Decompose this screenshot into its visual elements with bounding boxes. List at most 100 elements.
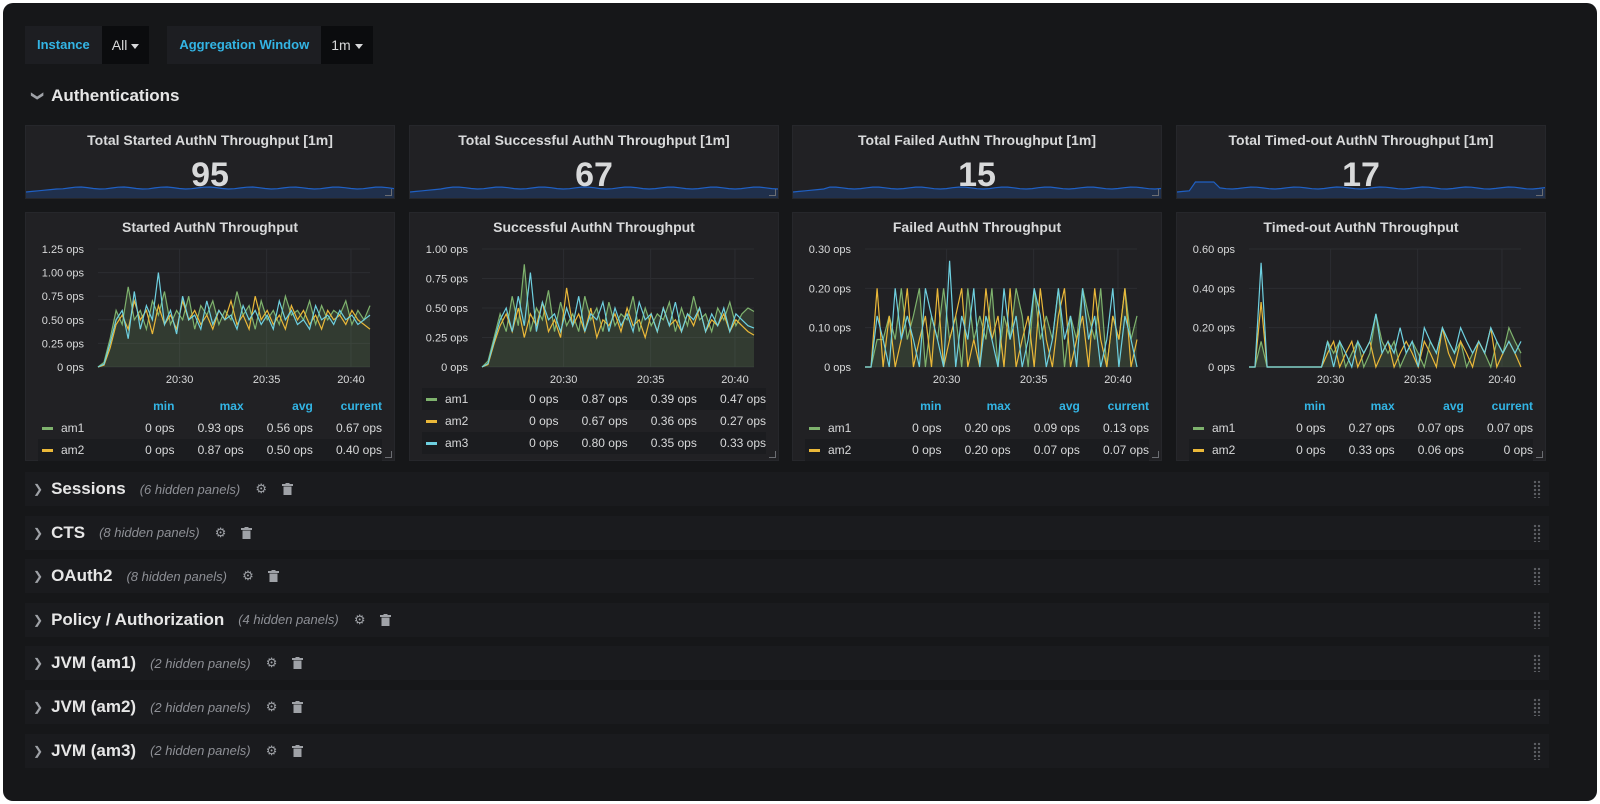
gear-icon[interactable]: ⚙ (242, 568, 254, 584)
legend-series[interactable]: am3 (422, 432, 489, 454)
resize-handle-icon[interactable] (385, 451, 392, 458)
gear-icon[interactable]: ⚙ (214, 524, 227, 540)
panel-title: Total Timed-out AuthN Throughput [1m] (1228, 132, 1494, 148)
legend-column-header[interactable]: max (986, 399, 1011, 413)
collapsed-row[interactable]: ❯ OAuth2 (8 hidden panels) ⚙ (25, 559, 1549, 594)
gear-icon[interactable]: ⚙ (353, 611, 366, 627)
legend-column-header[interactable]: max (219, 399, 244, 413)
resize-handle-icon[interactable] (1536, 451, 1543, 458)
sparkline (793, 186, 1161, 198)
collapsed-row[interactable]: ❯ CTS (8 hidden panels) ⚙ (25, 515, 1549, 550)
trash-icon[interactable] (291, 656, 305, 670)
hidden-panels-count: (4 hidden panels) (238, 612, 339, 628)
legend-column-header[interactable]: min (1304, 399, 1326, 413)
y-tick-label: 0.20 ops (809, 283, 852, 295)
legend-column-header[interactable]: avg (292, 399, 313, 413)
resize-handle-icon[interactable] (769, 189, 776, 196)
legend-value: 0.33 ops (719, 436, 767, 450)
graph-panel[interactable]: Failed AuthN Throughput 0.30 ops 0.20 ops 0… (792, 212, 1162, 461)
legend-series[interactable]: am1 (38, 417, 105, 439)
series-color-swatch[interactable] (809, 448, 820, 452)
drag-handle-icon[interactable] (1533, 523, 1541, 542)
drag-handle-icon[interactable] (1533, 480, 1541, 498)
trash-icon[interactable] (291, 744, 305, 758)
legend-series[interactable]: am1 (805, 417, 872, 439)
resize-handle-icon[interactable] (1152, 189, 1159, 196)
legend-column-header[interactable]: current (1491, 399, 1534, 413)
collapsed-row[interactable]: ❯ JVM (am2) (2 hidden panels) ⚙ (25, 690, 1549, 724)
series-color-swatch[interactable] (426, 441, 437, 445)
stat-panel[interactable]: Total Failed AuthN Throughput [1m] 15 (792, 125, 1162, 199)
gear-icon[interactable]: ⚙ (265, 655, 278, 671)
collapsed-row[interactable]: ❯ JVM (am3) (2 hidden panels) ⚙ (25, 733, 1549, 768)
series-color-swatch[interactable] (42, 426, 53, 430)
resize-handle-icon[interactable] (769, 451, 776, 458)
collapsed-row[interactable]: ❯ Sessions (6 hidden panels) ⚙ (25, 472, 1549, 506)
series-color-swatch[interactable] (809, 426, 820, 430)
collapsed-row[interactable]: ❯ Policy / Authorization (4 hidden panels)… (25, 602, 1549, 637)
legend-value: 0.80 ops (581, 436, 628, 450)
legend-column-header[interactable]: min (920, 399, 942, 413)
drag-handle-icon[interactable] (1533, 698, 1541, 716)
aggregation-window-select[interactable]: 1m (321, 26, 373, 64)
gear-icon[interactable]: ⚙ (265, 742, 278, 758)
trash-icon[interactable] (267, 569, 281, 583)
aggregation-window-label: Aggregation Window (167, 26, 322, 64)
drag-handle-icon[interactable] (1533, 741, 1541, 760)
legend-column-header[interactable]: avg (1443, 399, 1464, 413)
graph-panel[interactable]: Started AuthN Throughput 1.25 ops 1.00 ops… (25, 212, 395, 461)
y-tick-label: 0 ops (824, 362, 851, 374)
trash-icon[interactable] (240, 526, 254, 540)
y-tick-label: 0.25 ops (426, 333, 469, 345)
trash-icon[interactable] (379, 613, 393, 627)
y-tick-label: 1.00 ops (426, 244, 469, 256)
row-authentications[interactable]: ❯ Authentications (31, 86, 179, 106)
legend-column-header[interactable]: current (340, 399, 383, 413)
legend-series[interactable]: am1 (422, 388, 489, 410)
template-variables: Instance All Aggregation Window 1m (25, 25, 391, 65)
stat-panel[interactable]: Total Successful AuthN Throughput [1m] 67 (409, 125, 779, 199)
y-tick-label: 0.75 ops (42, 291, 85, 303)
graph-panel[interactable]: Timed-out AuthN Throughput 0.60 ops 0.40 o… (1176, 212, 1546, 461)
legend-column-header[interactable]: max (1370, 399, 1395, 413)
graph-panel[interactable]: Successful AuthN Throughput 1.00 ops 0.75 … (409, 212, 779, 461)
stat-panel[interactable]: Total Started AuthN Throughput [1m] 95 (25, 125, 395, 199)
resize-handle-icon[interactable] (1536, 189, 1543, 196)
legend-header: min max avg current (38, 395, 382, 417)
series-color-swatch[interactable] (426, 397, 437, 401)
instance-variable-select[interactable]: All (101, 26, 150, 64)
legend-value: 0.47 ops (719, 392, 767, 406)
drag-handle-icon[interactable] (1533, 654, 1541, 673)
series-color-swatch[interactable] (1193, 448, 1204, 452)
drag-handle-icon[interactable] (1533, 610, 1541, 629)
hidden-panels-count: (2 hidden panels) (150, 655, 251, 671)
legend-column-header[interactable]: avg (1059, 399, 1080, 413)
legend-value: 0.93 ops (197, 421, 244, 435)
collapsed-row[interactable]: ❯ JVM (am1) (2 hidden panels) ⚙ (25, 646, 1549, 681)
legend-series[interactable]: am2 (1189, 439, 1256, 461)
legend-series[interactable]: am2 (38, 439, 105, 461)
legend-series[interactable]: am1 (1189, 417, 1256, 439)
stat-panel[interactable]: Total Timed-out AuthN Throughput [1m] 17 (1176, 125, 1546, 199)
legend-series[interactable]: am2 (422, 410, 489, 432)
trash-icon[interactable] (291, 700, 305, 714)
gear-icon[interactable]: ⚙ (255, 481, 268, 496)
resize-handle-icon[interactable] (1152, 451, 1159, 458)
resize-handle-icon[interactable] (385, 189, 392, 196)
legend-column-header[interactable]: current (1107, 399, 1150, 413)
drag-handle-icon[interactable] (1533, 567, 1541, 586)
x-tick-label: 20:40 (721, 374, 749, 386)
trash-icon[interactable] (280, 482, 294, 496)
gear-icon[interactable]: ⚙ (265, 699, 278, 714)
series-color-swatch[interactable] (42, 448, 53, 452)
hidden-panels-count: (6 hidden panels) (139, 481, 241, 497)
legend-series-name: am2 (828, 443, 852, 457)
series-color-swatch[interactable] (426, 419, 437, 423)
legend-value: 0.09 ops (1033, 421, 1080, 435)
legend-column-header[interactable]: min (153, 399, 175, 413)
y-tick-label: 1.00 ops (42, 268, 85, 280)
legend-header: min max avg current (1189, 395, 1533, 417)
legend-row: am1 0 ops 0.20 ops 0.09 ops 0.13 ops (805, 417, 1149, 439)
series-color-swatch[interactable] (1193, 426, 1204, 430)
legend-series[interactable]: am2 (805, 439, 872, 461)
